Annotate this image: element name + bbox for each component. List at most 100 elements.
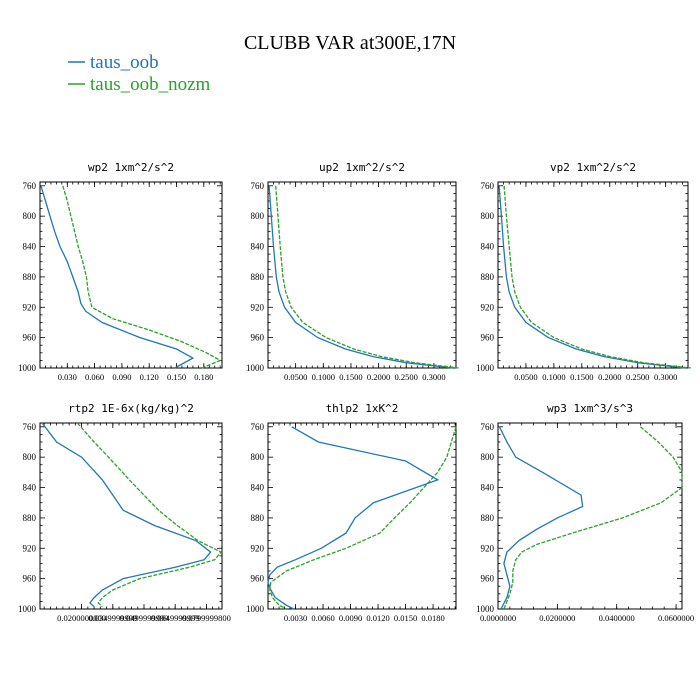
x-tick-label: 0.3000	[422, 372, 445, 382]
y-tick-label: 840	[23, 483, 37, 493]
series-line-taus-oob	[268, 185, 454, 369]
subplot-title: up2 1xm^2/s^2	[319, 161, 405, 174]
x-tick-label: 0.0649999999	[151, 613, 200, 623]
x-tick-label: 0.150	[167, 372, 186, 382]
plot-frame	[497, 422, 683, 610]
y-tick-label: 800	[251, 452, 265, 462]
y-tick-label: 760	[23, 422, 37, 432]
y-tick-label: 960	[481, 574, 495, 584]
x-tick-label: 0.030	[58, 372, 77, 382]
subplot-5: thlp2 1xK^2 760 800 840 880 920 960 1000 0.0030 0…	[246, 402, 457, 623]
series-line-taus-oob	[40, 185, 195, 369]
y-tick-label: 760	[23, 181, 37, 191]
x-tick-label: 0.0500	[514, 372, 537, 382]
legend-label-taus-oob-nozm: taus_oob_nozm	[90, 74, 211, 95]
x-tick-label: 0.0799999800	[182, 613, 231, 623]
plot-frame	[39, 422, 223, 610]
y-tick-label: 840	[481, 483, 495, 493]
x-tick-label: 0.090	[112, 372, 131, 382]
y-tick-label: 760	[251, 422, 265, 432]
y-tick-label: 1000	[246, 363, 265, 373]
x-tick-label: 0.0349999999	[88, 613, 137, 623]
subplot-6: wp3 1xm^3/s^3 760 800 840 880 920 960 10000.000…	[476, 402, 694, 623]
plot-frame	[497, 181, 689, 369]
y-tick-label: 880	[23, 513, 37, 523]
series-line-taus-oob-nozm	[62, 185, 222, 369]
figure-title: CLUBB VAR at300E,17N	[244, 32, 456, 54]
subplot-4: rtp2 1E-6x(kg/kg)^2 760 800 840 880 920 960 100…	[18, 402, 231, 623]
x-tick-label: 0.2000	[598, 372, 621, 382]
y-tick-label: 880	[251, 272, 265, 282]
y-tick-label: 960	[251, 333, 265, 343]
x-tick-label: 0.2000	[367, 372, 390, 382]
y-tick-label: 840	[23, 242, 37, 252]
series-line-taus-oob	[41, 422, 212, 608]
series-line-taus-oob-nozm	[76, 422, 223, 608]
subplot-title: vp2 1xm^2/s^2	[550, 161, 636, 174]
series-line-taus-oob-nozm	[503, 185, 691, 369]
y-tick-label: 1000	[476, 604, 495, 614]
series-line-taus-oob	[498, 426, 584, 610]
x-tick-label: 0.1500	[339, 372, 362, 382]
x-tick-label: 0.0150	[394, 613, 417, 623]
y-tick-label: 920	[23, 543, 37, 553]
x-tick-label: 0.0120	[366, 613, 389, 623]
y-tick-label: 920	[481, 302, 495, 312]
x-tick-label: 0.0180	[421, 613, 444, 623]
y-tick-label: 760	[481, 422, 495, 432]
y-tick-label: 800	[481, 211, 495, 221]
x-tick-label: 0.3000	[654, 372, 677, 382]
x-tick-label: 0.0060	[311, 613, 334, 623]
x-tick-label: 0.120	[140, 372, 159, 382]
x-tick-label: 0.1000	[312, 372, 335, 382]
subplot-2: up2 1xm^2/s^2 760 800 840 880 920 960 1000 0.050…	[246, 161, 459, 382]
series-line-taus-oob-nozm	[275, 185, 459, 369]
y-tick-label: 800	[251, 211, 265, 221]
y-tick-label: 920	[251, 543, 265, 553]
y-tick-label: 880	[481, 513, 495, 523]
y-tick-label: 800	[23, 452, 37, 462]
x-tick-label: 0.0200000	[539, 613, 575, 623]
x-tick-label: 0.0030	[284, 613, 307, 623]
subplot-title: wp2 1xm^2/s^2	[88, 161, 174, 174]
x-tick-label: 0.0499999999	[120, 613, 169, 623]
plot-frame	[267, 181, 457, 369]
y-tick-label: 760	[251, 181, 265, 191]
x-tick-label: 0.180	[194, 372, 213, 382]
x-tick-label: 0.0600000	[658, 613, 694, 623]
subplot-1: wp2 1xm^2/s^2 760 800 840 880 920 960 1000 0.030…	[18, 161, 223, 382]
y-tick-label: 880	[251, 513, 265, 523]
x-tick-label: 0.1500	[570, 372, 593, 382]
y-tick-label: 1000	[476, 363, 495, 373]
y-tick-label: 1000	[18, 363, 37, 373]
x-tick-label: 0.2500	[395, 372, 418, 382]
subplot-grid: wp2 1xm^2/s^2 760 800 840 880 920 960 1000 0.030…	[18, 161, 694, 623]
y-tick-label: 1000	[246, 604, 265, 614]
y-tick-label: 960	[251, 574, 265, 584]
y-tick-label: 960	[23, 574, 37, 584]
y-tick-label: 840	[481, 242, 495, 252]
subplot-title: rtp2 1E-6x(kg/kg)^2	[68, 402, 194, 415]
y-tick-label: 800	[23, 211, 37, 221]
y-tick-label: 840	[251, 483, 265, 493]
subplot-title: wp3 1xm^3/s^3	[547, 402, 633, 415]
y-tick-label: 1000	[18, 604, 37, 614]
y-tick-label: 880	[481, 272, 495, 282]
x-tick-label: 0.0200000000	[57, 613, 106, 623]
y-tick-label: 840	[251, 242, 265, 252]
y-tick-label: 960	[23, 333, 37, 343]
y-tick-label: 960	[481, 333, 495, 343]
y-tick-label: 760	[481, 181, 495, 191]
subplot-3: vp2 1xm^2/s^2 760 800 840 880 920 960 1000 0.050…	[476, 161, 691, 382]
subplot-title: thlp2 1xK^2	[326, 402, 399, 415]
x-tick-label: 0.0400000	[599, 613, 635, 623]
legend-label-taus-oob: taus_oob	[90, 52, 159, 73]
series-line-taus-oob	[267, 426, 440, 610]
y-tick-label: 920	[251, 302, 265, 312]
y-tick-label: 800	[481, 452, 495, 462]
series-line-taus-oob	[498, 185, 686, 369]
x-tick-label: 0.2500	[626, 372, 649, 382]
y-tick-label: 880	[23, 272, 37, 282]
legend: taus_oob taus_oob_nozm	[68, 52, 211, 95]
